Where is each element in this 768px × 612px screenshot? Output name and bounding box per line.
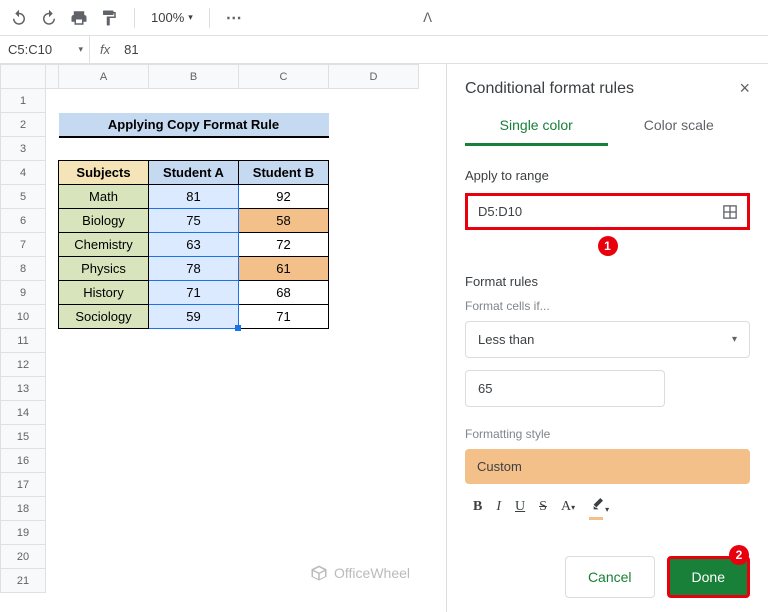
condition-value: Less than: [478, 332, 534, 347]
tabs: Single color Color scale: [465, 117, 750, 146]
row-header[interactable]: 21: [1, 569, 46, 593]
annotation-1: 1: [598, 236, 618, 256]
row-header[interactable]: 1: [1, 89, 46, 113]
row-header[interactable]: 11: [1, 329, 46, 353]
italic-button[interactable]: I: [496, 499, 501, 515]
row-header[interactable]: 17: [1, 473, 46, 497]
row-header[interactable]: 20: [1, 545, 46, 569]
subject-cell: Biology: [59, 209, 149, 233]
row-header[interactable]: 5: [1, 185, 46, 209]
panel-title: Conditional format rules: [465, 80, 634, 98]
collapse-icon[interactable]: ᐱ: [423, 10, 432, 26]
name-box[interactable]: C5:C10: [0, 36, 90, 63]
data-cell[interactable]: 92: [239, 185, 329, 209]
fx-icon: fx: [90, 42, 120, 57]
select-range-icon[interactable]: [723, 205, 737, 219]
more-icon[interactable]: ⋯: [226, 8, 244, 28]
done-button[interactable]: Done 2: [667, 556, 750, 598]
header-student-b: Student B: [239, 161, 329, 185]
formula-value[interactable]: 81: [120, 42, 138, 57]
data-cell[interactable]: 71: [149, 281, 239, 305]
data-cell[interactable]: 58: [239, 209, 329, 233]
row-header[interactable]: 4: [1, 161, 46, 185]
print-icon[interactable]: [70, 9, 88, 27]
row-header[interactable]: 2: [1, 113, 46, 137]
data-cell[interactable]: 68: [239, 281, 329, 305]
bold-button[interactable]: B: [473, 499, 482, 515]
toolbar: 100% ▾ ⋯ ᐱ: [0, 0, 768, 36]
fill-color-button[interactable]: ▾: [589, 496, 609, 517]
row-header[interactable]: 13: [1, 377, 46, 401]
row-header[interactable]: 16: [1, 449, 46, 473]
col-header[interactable]: A: [59, 65, 149, 89]
style-label: Formatting style: [465, 427, 750, 441]
row-header[interactable]: 15: [1, 425, 46, 449]
row-header[interactable]: 10: [1, 305, 46, 329]
tab-single-color[interactable]: Single color: [465, 117, 608, 146]
subject-cell: Chemistry: [59, 233, 149, 257]
format-rules-label: Format rules: [465, 274, 750, 289]
text-color-button[interactable]: A▾: [561, 499, 575, 515]
row-header[interactable]: 9: [1, 281, 46, 305]
data-cell[interactable]: 63: [149, 233, 239, 257]
zoom-value: 100%: [151, 10, 184, 25]
row-header[interactable]: 14: [1, 401, 46, 425]
row-header[interactable]: 6: [1, 209, 46, 233]
formula-bar: C5:C10 fx 81: [0, 36, 768, 64]
data-cell[interactable]: 72: [239, 233, 329, 257]
row-header[interactable]: 8: [1, 257, 46, 281]
zoom-dropdown[interactable]: 100% ▾: [151, 10, 193, 25]
subject-cell: Physics: [59, 257, 149, 281]
row-header[interactable]: 12: [1, 353, 46, 377]
redo-icon[interactable]: [40, 9, 58, 27]
cells-if-label: Format cells if...: [465, 299, 750, 313]
subject-cell: History: [59, 281, 149, 305]
strike-button[interactable]: S: [539, 499, 547, 515]
separator: [134, 8, 135, 28]
close-icon[interactable]: ×: [739, 78, 750, 99]
style-controls: B I U S A▾ ▾: [465, 492, 750, 521]
subject-cell: Math: [59, 185, 149, 209]
subject-cell: Sociology: [59, 305, 149, 329]
undo-icon[interactable]: [10, 9, 28, 27]
conditional-format-panel: Conditional format rules × Single color …: [446, 64, 768, 612]
data-cell[interactable]: 59: [149, 305, 239, 329]
paint-format-icon[interactable]: [100, 9, 118, 27]
data-cell[interactable]: 71: [239, 305, 329, 329]
data-cell[interactable]: 61: [239, 257, 329, 281]
range-value: D5:D10: [478, 204, 522, 219]
tab-color-scale[interactable]: Color scale: [608, 117, 751, 146]
style-preview[interactable]: Custom: [465, 449, 750, 484]
row-header[interactable]: 19: [1, 521, 46, 545]
row-header[interactable]: 3: [1, 137, 46, 161]
data-cell[interactable]: 75: [149, 209, 239, 233]
row-header[interactable]: 7: [1, 233, 46, 257]
separator: [209, 8, 210, 28]
header-subjects: Subjects: [59, 161, 149, 185]
condition-dropdown[interactable]: Less than ▾: [465, 321, 750, 358]
spreadsheet[interactable]: ABCD 12 Applying Copy Format Rule 34 Subject…: [0, 64, 446, 612]
row-header[interactable]: 18: [1, 497, 46, 521]
watermark: OfficeWheel: [310, 564, 410, 582]
apply-range-label: Apply to range: [465, 168, 750, 183]
table-title: Applying Copy Format Rule: [59, 113, 329, 137]
cancel-button[interactable]: Cancel: [565, 556, 655, 598]
annotation-2: 2: [729, 545, 749, 565]
col-header[interactable]: B: [149, 65, 239, 89]
col-header[interactable]: C: [239, 65, 329, 89]
threshold-input[interactable]: [465, 370, 665, 407]
range-input[interactable]: D5:D10: [465, 193, 750, 230]
data-cell[interactable]: 81: [149, 185, 239, 209]
header-student-a: Student A: [149, 161, 239, 185]
data-cell[interactable]: 78: [149, 257, 239, 281]
underline-button[interactable]: U: [515, 499, 525, 515]
col-header[interactable]: D: [329, 65, 419, 89]
